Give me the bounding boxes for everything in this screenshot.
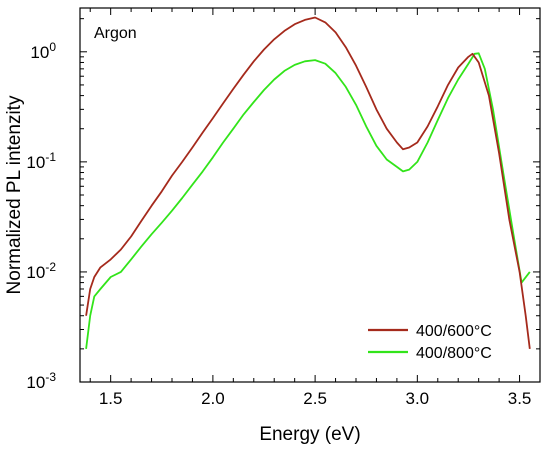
x-axis-ticks: 1.5 2.0 2.5 3.0 3.5 — [89, 8, 541, 408]
x-tick-label: 3.5 — [508, 389, 532, 408]
y-tick-label: 10-3 — [26, 370, 56, 392]
y-tick-exponent: -3 — [45, 370, 56, 384]
y-tick-base: 10 — [26, 153, 45, 172]
y-tick-base: 10 — [26, 373, 45, 392]
legend: 400/600°C 400/800°C — [368, 323, 492, 362]
series-line-1 — [85, 52, 531, 350]
y-tick-exponent: -2 — [45, 260, 56, 274]
y-tick-exponent: -1 — [45, 150, 56, 164]
y-tick-base: 10 — [26, 263, 45, 282]
x-tick-label: 3.0 — [406, 389, 430, 408]
y-tick-base: 10 — [30, 43, 49, 62]
x-tick-label: 2.5 — [303, 389, 327, 408]
y-tick-exponent: 0 — [49, 40, 56, 54]
sample-annotation: Argon — [94, 25, 137, 42]
x-axis-title: Energy (eV) — [259, 424, 360, 445]
y-axis-title: Normalized PL intenzity — [4, 95, 25, 294]
series-layer — [85, 16, 531, 350]
y-tick-label: 10-1 — [26, 150, 56, 172]
series-line-0 — [85, 16, 531, 350]
x-tick-label: 1.5 — [99, 389, 123, 408]
y-tick-label: 10-2 — [26, 260, 56, 282]
legend-label: 400/800°C — [416, 345, 492, 362]
x-tick-label: 2.0 — [201, 389, 225, 408]
legend-label: 400/600°C — [416, 323, 492, 340]
y-tick-label: 100 — [30, 40, 56, 62]
